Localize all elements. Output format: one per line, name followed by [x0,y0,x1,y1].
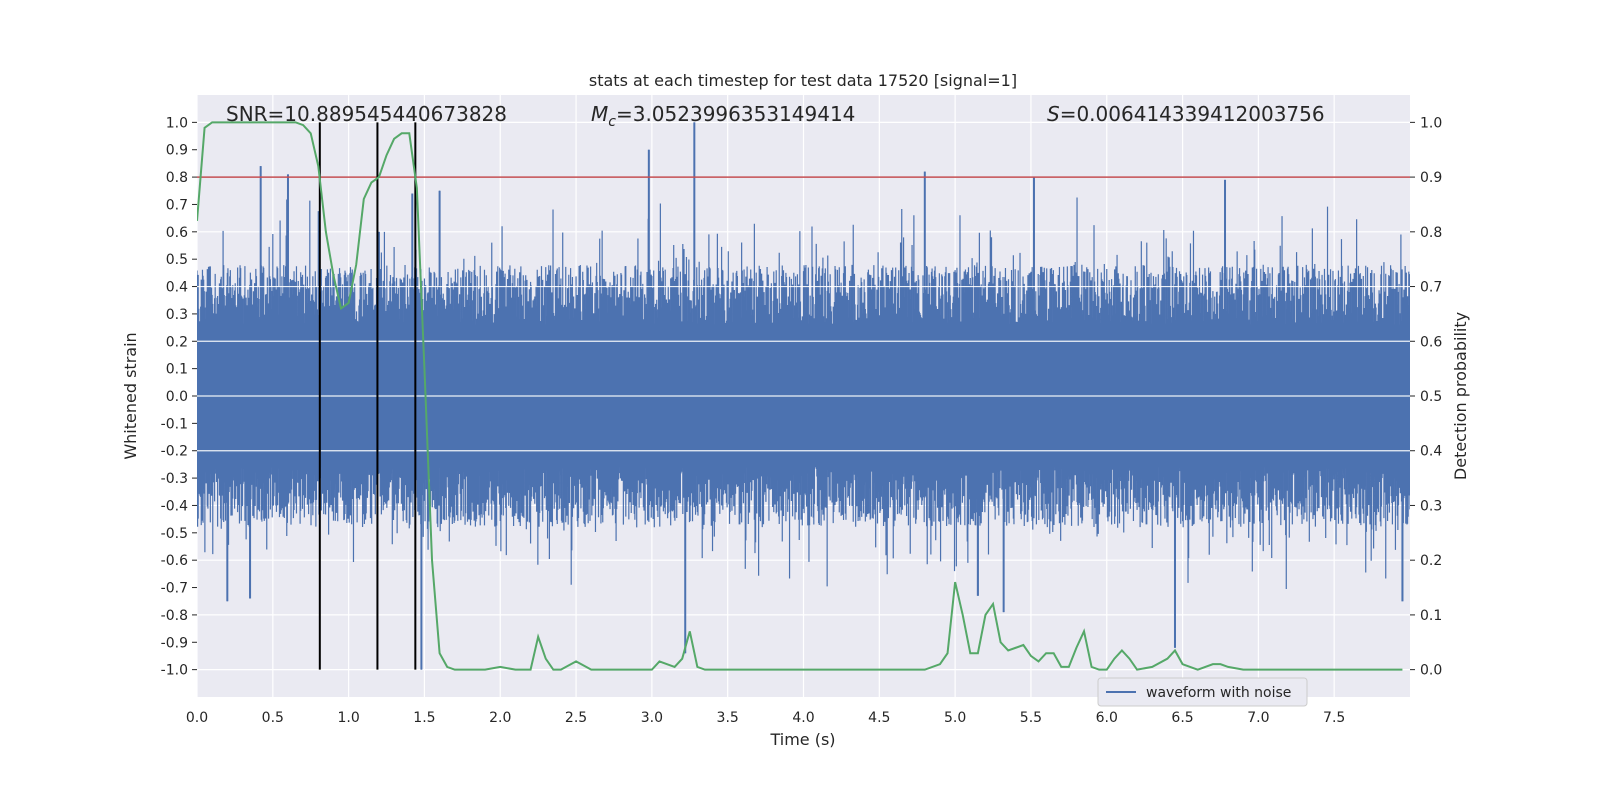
y-right-tick-label: 0.9 [1420,170,1442,186]
x-tick-label: 2.0 [489,710,511,726]
y-right-tick-label: 0.6 [1420,334,1442,350]
x-tick-label: 0.5 [262,710,284,726]
vertical-markers [318,122,417,670]
y-tick-label: 0.1 [166,362,188,378]
x-tick-label: 1.5 [413,710,435,726]
y-tick-labels-left: 1.0 0.9 0.8 0.7 0.6 0.5 0.4 0.3 0.2 0.1 0.0 -0.1 -0.… [161,115,197,679]
x-tick-label: 3.0 [641,710,663,726]
y-axis-label-right: Detection probability [1451,312,1470,480]
x-tick-label: 5.5 [1020,710,1042,726]
waveform-series [197,122,1410,670]
y-tick-label: 0.2 [166,334,188,350]
y-tick-label: -0.9 [161,635,188,651]
y-tick-label: -1.0 [161,663,188,679]
y-right-tick-label: 0.7 [1420,280,1442,296]
s-value: =0.006414339412003756 [1060,102,1325,126]
detection-probability-line [197,121,1403,671]
mc-symbol: M [591,102,608,126]
y-axis-label-left: Whitened strain [121,332,140,459]
y-tick-label: -0.1 [161,416,188,432]
y-tick-label: 0.9 [166,143,188,159]
s-annotation: S=0.006414339412003756 [1047,102,1325,126]
y-tick-label: -0.5 [161,526,188,542]
y-right-tick-label: 0.8 [1420,225,1442,241]
y-tick-labels-right: 1.0 0.9 0.8 0.7 0.6 0.5 0.4 0.3 0.2 0.1 0.0 [1410,115,1442,679]
x-tick-label: 7.0 [1247,710,1269,726]
y-tick-label: 0.7 [166,197,188,213]
y-tick-label: 0.5 [166,252,188,268]
x-axis-label: Time (s) [769,730,835,749]
y-tick-label: -0.4 [161,498,188,514]
legend: waveform with noise [1097,677,1308,707]
x-tick-labels: 0.0 0.5 1.0 1.5 2.0 2.5 3.0 3.5 4.0 4.5 5.0 5.5 6.0 6… [186,710,1345,726]
y-tick-label: -0.8 [161,608,188,624]
y-tick-label: -0.6 [161,553,188,569]
x-tick-label: 4.0 [792,710,814,726]
x-tick-label: 3.5 [717,710,739,726]
x-tick-label: 7.5 [1323,710,1345,726]
x-tick-label: 6.5 [1171,710,1193,726]
y-tick-label: 0.3 [166,307,188,323]
y-tick-label: -0.3 [161,471,188,487]
y-right-tick-label: 1.0 [1420,115,1442,131]
y-right-tick-label: 0.5 [1420,389,1442,405]
chart-title: stats at each timestep for test data 175… [589,71,1017,90]
y-tick-label: 0.0 [166,389,188,405]
x-tick-label: 5.0 [944,710,966,726]
s-symbol: S [1047,102,1060,126]
y-right-tick-label: 0.4 [1420,444,1442,460]
mc-subscript: c [608,114,616,130]
x-tick-label: 0.0 [186,710,208,726]
x-tick-label: 2.5 [565,710,587,726]
y-tick-label: 0.6 [166,225,188,241]
x-tick-label: 6.0 [1096,710,1118,726]
y-tick-label: -0.7 [161,581,188,597]
chirp-mass-annotation: Mc=3.0523996353149414 [591,102,855,130]
x-tick-label: 4.5 [868,710,890,726]
y-right-tick-label: 0.2 [1420,553,1442,569]
mc-value: =3.0523996353149414 [616,102,855,126]
snr-annotation: SNR=10.889545440673828 [226,102,507,126]
y-tick-label: 1.0 [166,115,188,131]
y-tick-label: 0.4 [166,280,188,296]
legend-label: waveform with noise [1146,685,1291,701]
y-right-tick-label: 0.0 [1420,663,1442,679]
y-tick-label: 0.8 [166,170,188,186]
y-right-tick-label: 0.3 [1420,498,1442,514]
y-right-tick-label: 0.1 [1420,608,1442,624]
legend-box [1097,677,1308,707]
x-tick-label: 1.0 [337,710,359,726]
y-tick-label: -0.2 [161,444,188,460]
